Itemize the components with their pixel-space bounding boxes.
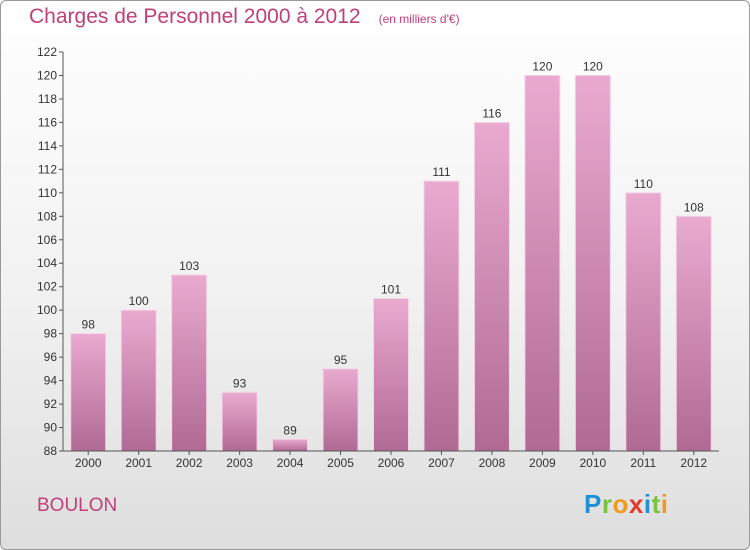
x-tick-label-2007: 2007 [428,456,455,470]
data-label-2001: 100 [129,294,149,308]
y-tick-label: 100 [37,303,57,317]
data-label-2005: 95 [334,353,348,367]
bar-2000 [70,333,107,452]
bar-2012 [675,215,712,452]
y-tick-label: 122 [37,45,57,59]
x-tick-label-2008: 2008 [479,456,506,470]
data-label-2008: 116 [482,106,501,120]
logo-letter: r [601,489,613,519]
data-label-2003: 93 [233,376,247,390]
y-tick-label: 120 [37,68,57,82]
x-tick-label-2005: 2005 [327,456,354,470]
data-label-2012: 108 [684,200,704,214]
title-row: Charges de Personnel 2000 à 2012 (en mil… [29,5,460,35]
y-tick-label: 94 [44,374,58,388]
bar-2002 [171,274,208,452]
bar-2004 [272,438,309,452]
bar-2005 [322,368,359,452]
y-tick-label: 104 [37,256,57,270]
data-label-2009: 120 [532,59,552,73]
x-tick-label-2003: 2003 [226,456,253,470]
y-tick-label: 88 [44,444,58,458]
logo-letter: x [628,489,644,519]
data-label-2006: 101 [381,282,401,296]
x-tick-label-2010: 2010 [579,456,606,470]
x-tick-label-2002: 2002 [176,456,203,470]
bar-2007 [423,180,460,452]
logo-letter: t [651,489,661,519]
x-tick-label-2011: 2011 [630,456,656,470]
y-tick-label: 110 [38,186,57,200]
bar-2010 [574,74,611,452]
x-tick-label-2006: 2006 [378,456,405,470]
bar-2003 [221,391,258,452]
y-tick-label: 102 [37,280,57,294]
proxiti-logo: Proxiti [584,489,668,520]
y-tick-label: 98 [44,327,58,341]
data-label-2011: 110 [634,177,653,191]
x-tick-label-2004: 2004 [277,456,304,470]
y-axis: 88 90 92 94 96 98 100 102 104 106 108 110 112 114 116 1… [37,45,64,458]
y-tick-label: 116 [38,115,57,129]
bar-2011 [625,192,662,452]
data-label-2002: 103 [179,259,199,273]
y-tick-label: 108 [37,209,57,223]
y-tick-label: 92 [44,397,58,411]
chart-title: Charges de Personnel 2000 à 2012 [29,5,361,28]
data-label-2007: 111 [432,165,451,179]
bar-2006 [373,297,409,452]
y-tick-label: 90 [44,421,58,435]
bar-2008 [473,121,510,452]
chart-subtitle: (en milliers d'€) [378,12,460,26]
bars: 98 100 103 93 89 95 101 111 116 120 120 110 108 [70,59,712,452]
x-tick-label-2012: 2012 [680,456,707,470]
y-tick-label: 96 [44,350,58,364]
x-axis: 2000 2001 2002 2003 2004 2005 2006 2007 2008 2009… [63,450,719,470]
data-label-2000: 98 [82,318,96,332]
bar-2001 [120,309,157,452]
logo-letter: P [584,489,602,519]
logo-letter: i [660,489,669,519]
y-tick-label: 118 [38,92,57,106]
x-tick-label-2001: 2001 [125,456,152,470]
y-tick-label: 112 [38,162,57,176]
y-tick-label: 114 [38,139,57,153]
data-label-2010: 120 [583,59,603,73]
commune-name: BOULON [37,495,118,516]
x-tick-label-2009: 2009 [529,456,556,470]
bar-2009 [524,74,561,452]
y-tick-label: 106 [37,233,57,247]
logo-letter: o [612,489,629,519]
data-label-2004: 89 [283,423,297,437]
x-tick-label-2000: 2000 [75,456,102,470]
logo-letter: i [643,489,652,519]
